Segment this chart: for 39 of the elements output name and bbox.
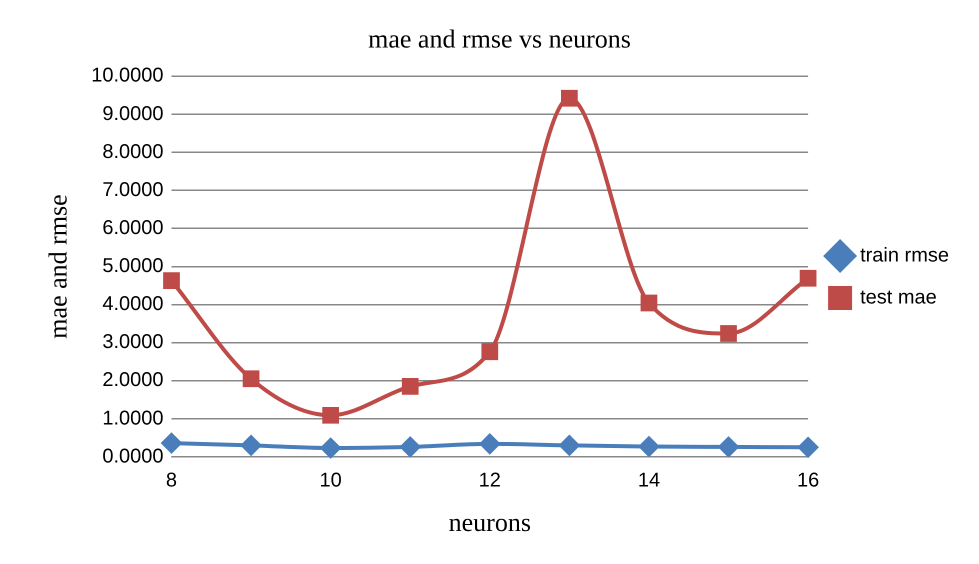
point <box>322 406 340 424</box>
point <box>320 438 341 458</box>
y-tick-label: 3.0000 <box>102 331 164 354</box>
point <box>241 435 262 456</box>
legend-label: test mae <box>860 286 937 309</box>
point <box>481 343 498 360</box>
point <box>402 378 419 395</box>
point <box>720 325 737 342</box>
chart-title: mae and rmse vs neurons <box>368 24 631 54</box>
point <box>718 436 739 457</box>
point <box>161 433 182 454</box>
x-tick-label: 8 <box>166 469 178 492</box>
point <box>400 436 420 457</box>
point <box>163 272 180 289</box>
legend-label: train rmse <box>860 244 949 267</box>
x-axis-title: neurons <box>448 508 531 538</box>
x-tick-label: 10 <box>320 469 342 492</box>
x-tick-label: 14 <box>638 469 660 492</box>
y-tick-label: 5.0000 <box>102 255 164 278</box>
point <box>638 436 659 457</box>
point <box>480 434 500 454</box>
y-tick-label: 1.0000 <box>102 407 164 430</box>
y-tick-label: 6.0000 <box>102 216 164 239</box>
x-tick-label: 16 <box>796 469 820 492</box>
y-axis-title: mae and rmse <box>43 194 72 339</box>
point <box>640 294 658 312</box>
y-tick-label: 4.0000 <box>102 293 164 316</box>
point <box>798 437 818 458</box>
point <box>561 90 578 107</box>
x-tick-label: 12 <box>478 469 501 492</box>
y-tick-label: 9.0000 <box>102 102 164 125</box>
point <box>242 370 260 388</box>
y-tick-label: 8.0000 <box>102 140 164 163</box>
y-tick-label: 0.0000 <box>102 445 164 468</box>
point <box>800 270 816 287</box>
y-tick-label: 10.0000 <box>91 64 164 87</box>
y-tick-label: 2.0000 <box>102 369 164 392</box>
point <box>559 435 580 456</box>
y-tick-label: 7.0000 <box>102 178 164 201</box>
